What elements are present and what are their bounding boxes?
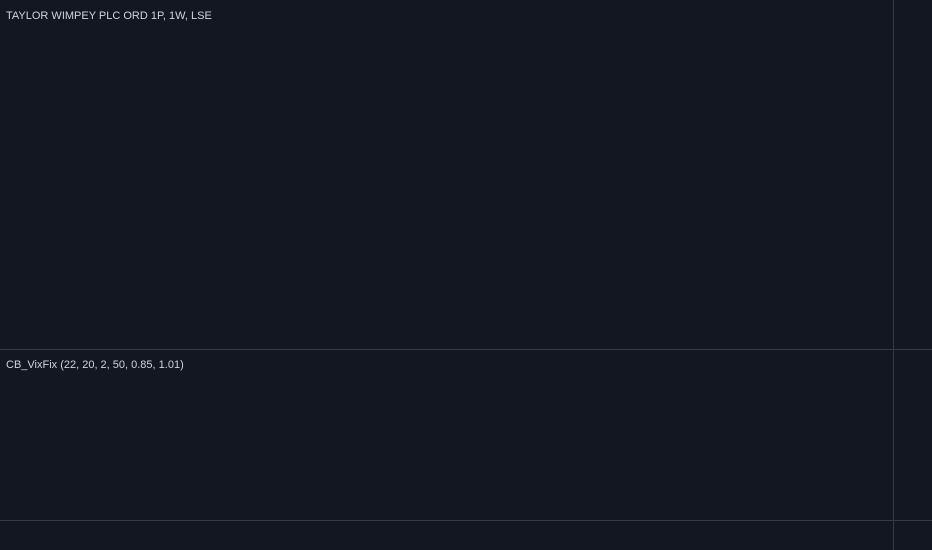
indicator-title: CB_VixFix (22, 20, 2, 50, 0.85, 1.01) (6, 359, 184, 371)
chart-title: TAYLOR WIMPEY PLC ORD 1P, 1W, LSE (6, 10, 212, 22)
